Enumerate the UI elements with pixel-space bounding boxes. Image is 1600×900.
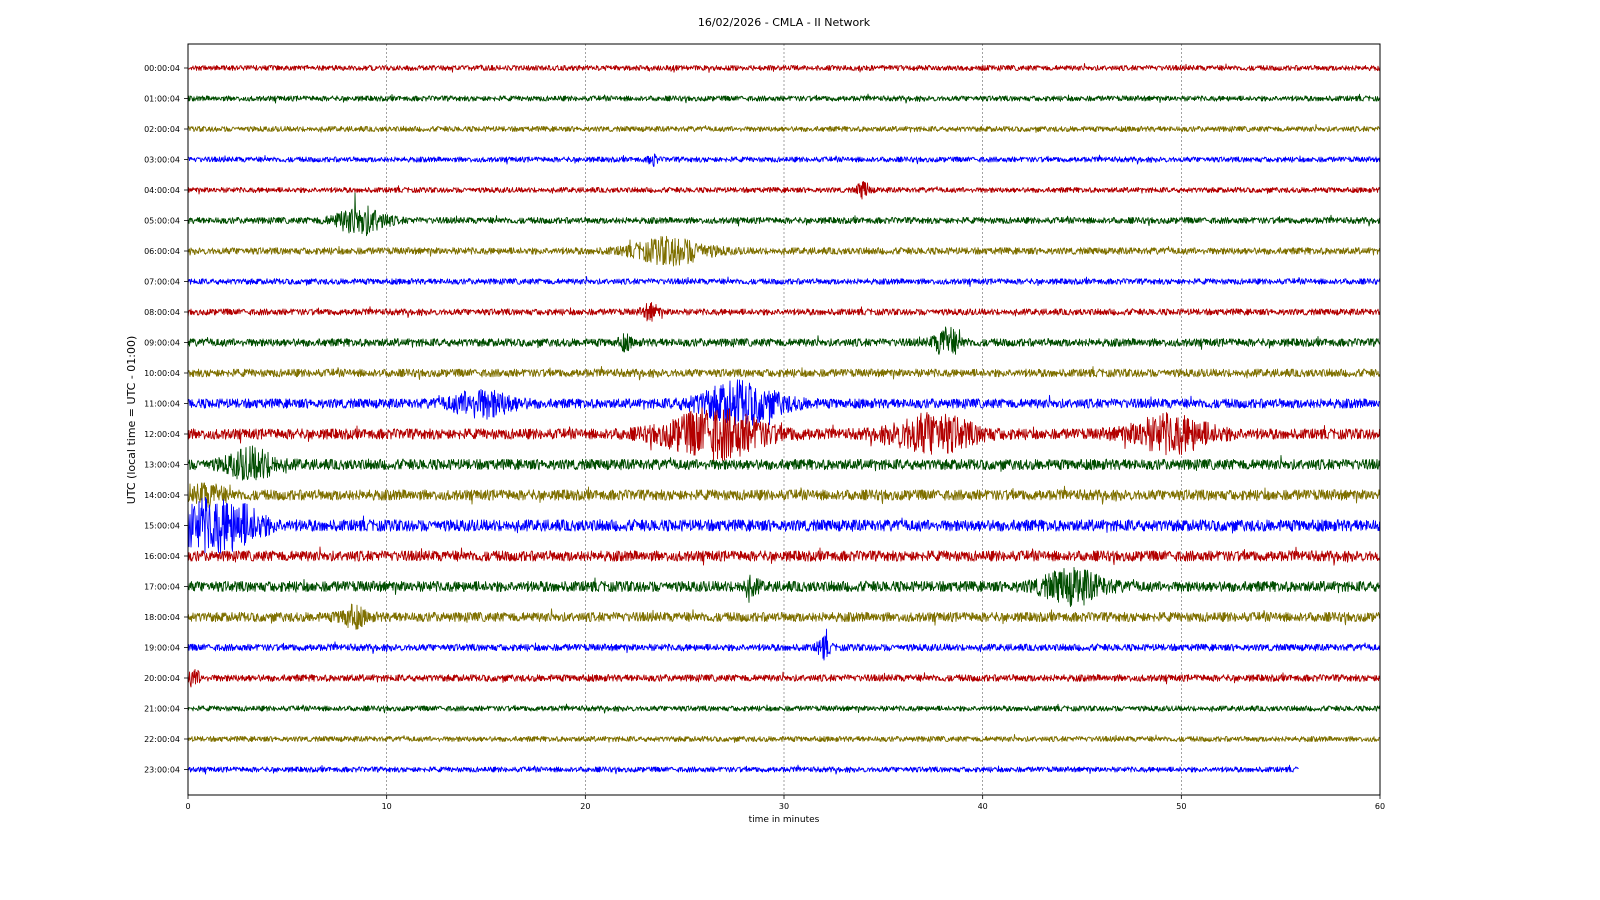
seismic-trace xyxy=(187,734,1381,743)
seismic-trace xyxy=(187,124,1381,133)
x-tick-label: 40 xyxy=(978,802,988,811)
seismic-trace xyxy=(187,546,1381,566)
y-tick-label: 01:00:04 xyxy=(144,95,180,104)
seismic-trace xyxy=(187,181,1381,200)
y-tick-label: 13:00:04 xyxy=(144,461,180,470)
y-tick-label: 21:00:04 xyxy=(144,705,180,714)
y-axis-label: UTC (local time = UTC - 01:00) xyxy=(125,336,138,505)
seismic-trace xyxy=(187,365,1381,381)
y-tick-label: 20:00:04 xyxy=(144,674,180,683)
seismic-trace xyxy=(187,192,1381,237)
x-tick-label: 0 xyxy=(185,802,190,811)
y-tick-label: 09:00:04 xyxy=(144,339,180,348)
seismic-trace xyxy=(187,379,1381,426)
y-tick-label: 14:00:04 xyxy=(144,491,180,500)
y-tick-label: 06:00:04 xyxy=(144,247,180,256)
x-tick-label: 60 xyxy=(1375,802,1385,811)
seismic-trace xyxy=(187,482,1381,509)
y-tick-label: 15:00:04 xyxy=(144,522,180,531)
seismic-trace xyxy=(187,235,1381,267)
y-tick-label: 07:00:04 xyxy=(144,278,180,287)
y-tick-label: 05:00:04 xyxy=(144,217,180,226)
seismic-trace xyxy=(187,63,1381,73)
y-tick-label: 17:00:04 xyxy=(144,583,180,592)
x-axis-label: time in minutes xyxy=(749,815,820,825)
seismic-trace xyxy=(187,668,1381,688)
seismic-trace xyxy=(187,276,1381,287)
y-tick-label: 00:00:04 xyxy=(144,64,180,73)
seismic-trace xyxy=(187,326,1381,355)
seismic-trace xyxy=(187,407,1381,463)
seismic-trace xyxy=(187,764,1299,775)
x-tick-label: 10 xyxy=(382,802,392,811)
y-tick-label: 04:00:04 xyxy=(144,186,180,195)
y-tick-label: 02:00:04 xyxy=(144,125,180,134)
seismic-traces xyxy=(187,63,1381,775)
x-tick-labels: 0 10 20 30 40 50 60 xyxy=(185,795,1385,811)
seismic-trace xyxy=(187,703,1381,714)
y-tick-label: 10:00:04 xyxy=(144,369,180,378)
seismic-trace xyxy=(187,93,1381,104)
y-tick-label: 22:00:04 xyxy=(144,735,180,744)
seismic-trace xyxy=(187,153,1381,167)
y-tick-label: 16:00:04 xyxy=(144,552,180,561)
vertical-grid xyxy=(386,44,1182,795)
seismic-trace xyxy=(187,301,1381,322)
x-tick-label: 20 xyxy=(580,802,590,811)
y-tick-label: 08:00:04 xyxy=(144,308,180,317)
x-tick-label: 50 xyxy=(1176,802,1186,811)
seismic-trace xyxy=(187,566,1381,608)
chart-title: 16/02/2026 - CMLA - II Network xyxy=(698,16,871,29)
seismic-trace xyxy=(187,628,1381,661)
y-tick-label: 11:00:04 xyxy=(144,400,180,409)
y-tick-label: 03:00:04 xyxy=(144,156,180,165)
seismic-trace xyxy=(187,496,1381,554)
y-tick-label: 18:00:04 xyxy=(144,613,180,622)
seismic-trace xyxy=(187,445,1381,481)
y-tick-label: 23:00:04 xyxy=(144,766,180,775)
y-tick-label: 19:00:04 xyxy=(144,644,180,653)
x-tick-label: 30 xyxy=(779,802,789,811)
y-tick-labels: 00:00:04 01:00:04 02:00:04 03:00:04 04:00:04… xyxy=(144,64,188,775)
y-tick-label: 12:00:04 xyxy=(144,430,180,439)
seismic-trace xyxy=(187,603,1381,630)
